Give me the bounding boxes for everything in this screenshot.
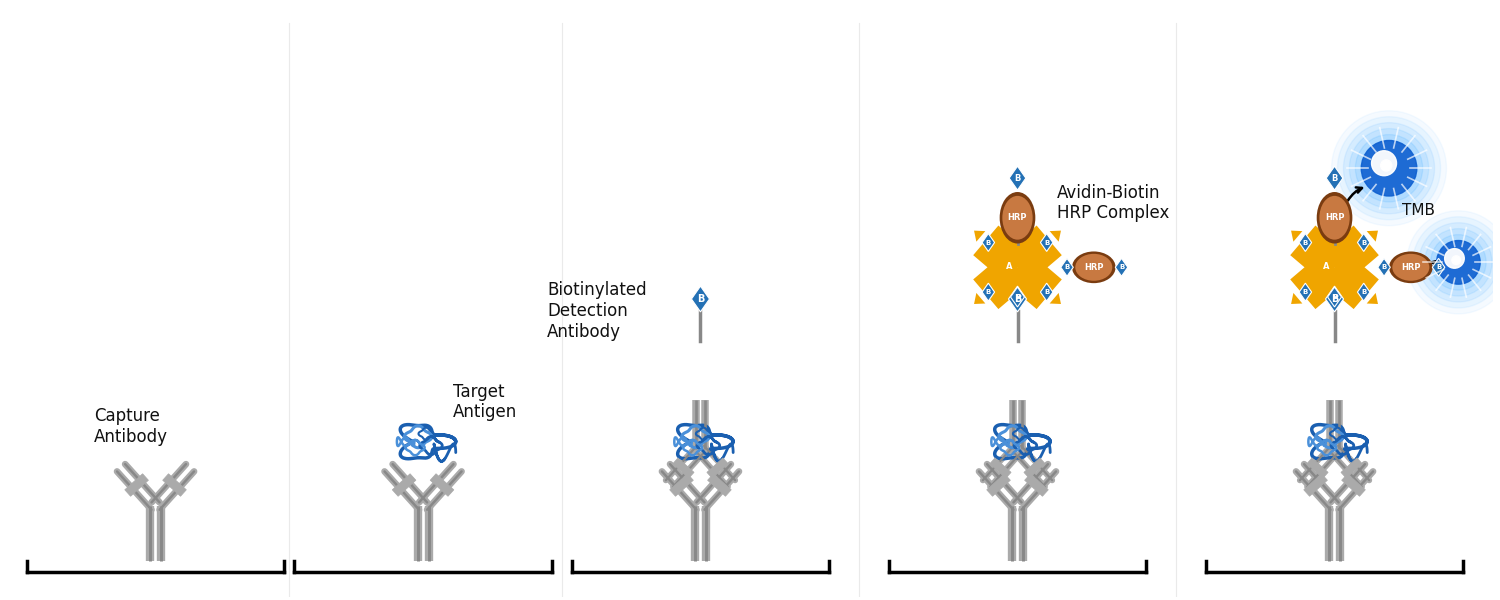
Polygon shape (1366, 230, 1378, 242)
Polygon shape (674, 458, 694, 478)
Circle shape (1380, 160, 1392, 171)
Polygon shape (1341, 474, 1365, 496)
Text: B: B (986, 289, 992, 295)
Circle shape (1413, 217, 1500, 308)
Circle shape (1371, 151, 1396, 176)
Polygon shape (1432, 259, 1444, 276)
Text: HRP: HRP (1084, 263, 1104, 272)
Text: B: B (1436, 265, 1442, 271)
Circle shape (1425, 229, 1492, 296)
Polygon shape (1378, 259, 1390, 276)
Polygon shape (1326, 286, 1344, 312)
Polygon shape (974, 230, 986, 242)
Polygon shape (1358, 233, 1370, 251)
Polygon shape (1116, 259, 1128, 276)
Text: B: B (1044, 239, 1050, 245)
Circle shape (1356, 134, 1422, 202)
Ellipse shape (1072, 251, 1116, 283)
Polygon shape (708, 474, 730, 496)
Polygon shape (987, 474, 1011, 496)
Polygon shape (1292, 230, 1302, 242)
Ellipse shape (1076, 254, 1113, 281)
Polygon shape (706, 458, 728, 478)
Polygon shape (1050, 230, 1060, 242)
Polygon shape (1328, 287, 1341, 307)
Polygon shape (1060, 259, 1074, 276)
Polygon shape (1024, 474, 1048, 496)
Text: B: B (1332, 294, 1336, 300)
Polygon shape (1292, 293, 1302, 304)
Text: B: B (986, 239, 992, 245)
Text: B: B (1014, 294, 1022, 304)
Circle shape (1437, 241, 1480, 284)
Polygon shape (1041, 233, 1053, 251)
Text: TMB: TMB (1402, 203, 1435, 218)
Ellipse shape (1389, 251, 1432, 283)
Polygon shape (1358, 283, 1370, 301)
Polygon shape (982, 233, 994, 251)
Text: B: B (698, 294, 703, 304)
Circle shape (1444, 248, 1464, 268)
Circle shape (1419, 223, 1498, 302)
Ellipse shape (1320, 196, 1350, 239)
Text: HRP: HRP (1008, 213, 1028, 222)
Text: Avidin-Biotin
HRP Complex: Avidin-Biotin HRP Complex (1058, 184, 1170, 223)
Polygon shape (1366, 293, 1378, 304)
Text: A: A (1323, 262, 1330, 271)
Circle shape (1407, 211, 1500, 314)
Circle shape (1344, 122, 1434, 214)
Polygon shape (974, 293, 986, 304)
Polygon shape (1024, 458, 1045, 478)
Text: Biotinylated
Detection
Antibody: Biotinylated Detection Antibody (548, 281, 646, 341)
Text: B: B (1119, 265, 1124, 271)
Ellipse shape (999, 192, 1035, 244)
Text: Capture
Antibody: Capture Antibody (94, 407, 168, 446)
Text: HRP: HRP (1324, 213, 1344, 222)
Ellipse shape (1317, 192, 1353, 244)
Polygon shape (990, 458, 1011, 478)
Ellipse shape (1002, 196, 1032, 239)
Polygon shape (1011, 287, 1025, 307)
Text: B: B (1065, 265, 1070, 271)
Text: B: B (1302, 239, 1308, 245)
Text: B: B (1302, 289, 1308, 295)
Polygon shape (1326, 166, 1342, 190)
Polygon shape (430, 474, 454, 496)
Text: B: B (1016, 294, 1020, 300)
Polygon shape (1050, 293, 1060, 304)
Circle shape (1362, 140, 1418, 196)
Text: B: B (1332, 173, 1338, 182)
Polygon shape (1010, 166, 1026, 190)
Circle shape (1350, 128, 1428, 208)
Text: B: B (1330, 294, 1338, 304)
Polygon shape (1341, 458, 1362, 478)
Polygon shape (982, 283, 994, 301)
Polygon shape (669, 474, 693, 496)
Circle shape (1452, 256, 1461, 265)
Ellipse shape (1392, 254, 1429, 281)
Text: A: A (1007, 262, 1013, 271)
Polygon shape (1299, 233, 1311, 251)
Polygon shape (692, 286, 709, 312)
Polygon shape (1299, 283, 1311, 301)
Polygon shape (124, 474, 148, 496)
Circle shape (1338, 117, 1440, 220)
Polygon shape (393, 474, 416, 496)
Text: B: B (1014, 173, 1020, 182)
Text: Target
Antigen: Target Antigen (453, 383, 518, 421)
Polygon shape (162, 474, 186, 496)
Polygon shape (1008, 286, 1026, 312)
Polygon shape (1041, 283, 1053, 301)
Circle shape (1332, 111, 1446, 226)
Circle shape (1437, 241, 1480, 284)
Polygon shape (1304, 474, 1328, 496)
Text: B: B (1360, 289, 1366, 295)
Circle shape (1362, 140, 1418, 196)
Circle shape (1431, 235, 1486, 290)
Text: B: B (1044, 289, 1050, 295)
Text: B: B (1382, 265, 1386, 271)
Text: HRP: HRP (1401, 263, 1420, 272)
Text: B: B (1360, 239, 1366, 245)
Polygon shape (1306, 458, 1328, 478)
